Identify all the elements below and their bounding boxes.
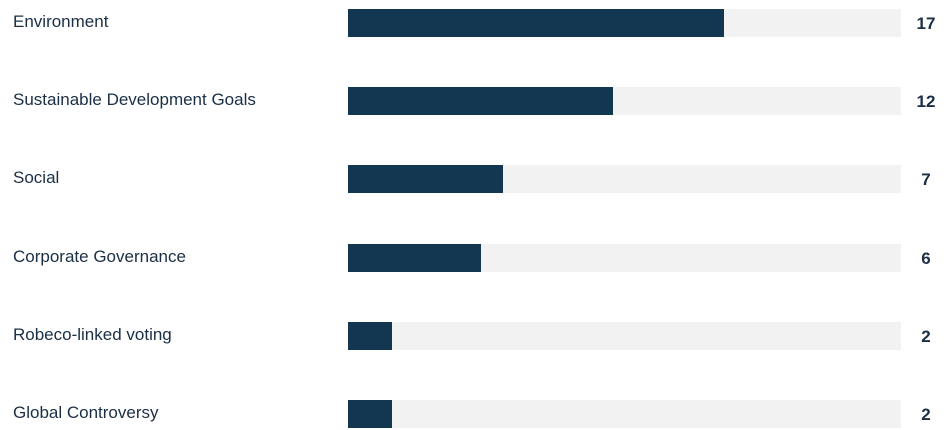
bar-track	[348, 9, 901, 37]
bar-row: Environment 17	[0, 9, 946, 37]
category-label: Global Controversy	[13, 403, 159, 422]
value-label: 2	[921, 405, 931, 424]
category-label: Sustainable Development Goals	[13, 90, 256, 109]
bar	[348, 87, 613, 115]
category-label: Corporate Governance	[13, 247, 186, 266]
bar	[348, 322, 392, 350]
bar-track	[348, 400, 901, 428]
bar-row: Social 7	[0, 165, 946, 193]
bar	[348, 244, 481, 272]
bar-track	[348, 87, 901, 115]
category-label: Environment	[13, 12, 109, 31]
value-label: 6	[921, 249, 931, 268]
bar-chart: Environment 17 Sustainable Development Goa…	[0, 9, 946, 428]
value-label: 2	[921, 327, 931, 346]
value-label: 7	[921, 170, 931, 189]
bar-track	[348, 322, 901, 350]
bar-row: Sustainable Development Goals 12	[0, 87, 946, 115]
bar-track	[348, 165, 901, 193]
bar	[348, 9, 724, 37]
bar	[348, 400, 392, 428]
bar-row: Corporate Governance 6	[0, 244, 946, 272]
value-label: 12	[916, 92, 936, 111]
category-label: Robeco-linked voting	[13, 325, 172, 344]
bar	[348, 165, 503, 193]
bar-row: Global Controversy 2	[0, 400, 946, 428]
bar-track	[348, 244, 901, 272]
bar-row: Robeco-linked voting 2	[0, 322, 946, 350]
value-label: 17	[916, 14, 936, 33]
category-label: Social	[13, 168, 60, 187]
